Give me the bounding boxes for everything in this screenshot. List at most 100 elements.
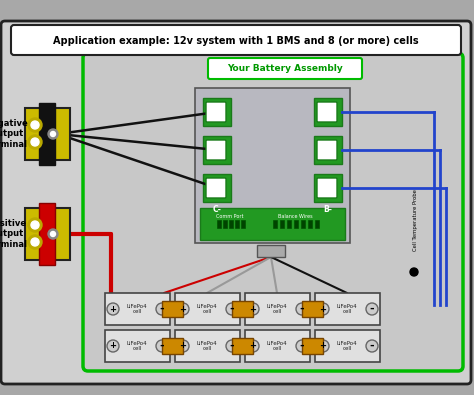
Bar [203, 174, 231, 202]
Text: -: - [160, 341, 164, 351]
Bar [105, 330, 170, 362]
Text: +: + [109, 342, 117, 350]
Text: -: - [230, 341, 234, 351]
Text: -: - [300, 304, 304, 314]
Circle shape [177, 340, 189, 352]
Text: -: - [370, 304, 374, 314]
Bar [301, 220, 305, 228]
FancyBboxPatch shape [11, 25, 461, 55]
Bar [302, 338, 323, 354]
Circle shape [247, 303, 259, 315]
Bar [162, 301, 183, 317]
Bar [315, 293, 380, 325]
Text: LiFePo4
cell: LiFePo4 cell [337, 304, 357, 314]
Circle shape [366, 303, 378, 315]
Text: Balance Wires: Balance Wires [278, 214, 312, 218]
Bar [241, 220, 245, 228]
Text: Cell Temperature Probe: Cell Temperature Probe [413, 189, 419, 251]
Circle shape [226, 340, 238, 352]
Text: LiFePo4
cell: LiFePo4 cell [337, 340, 357, 352]
Text: LiFePo4
cell: LiFePo4 cell [267, 340, 287, 352]
Bar [105, 293, 170, 325]
Circle shape [317, 340, 329, 352]
Bar [162, 338, 183, 354]
Text: LiFePo4
cell: LiFePo4 cell [267, 304, 287, 314]
Circle shape [296, 340, 308, 352]
Text: Comm Port: Comm Port [216, 214, 244, 218]
Text: Positive
Output
Terminal: Positive Output Terminal [0, 219, 27, 249]
Bar [39, 103, 55, 165]
Text: LiFePo4
cell: LiFePo4 cell [197, 304, 217, 314]
Text: -: - [230, 304, 234, 314]
Text: +: + [319, 342, 327, 350]
Bar [315, 220, 319, 228]
Circle shape [48, 129, 58, 139]
Bar [245, 293, 310, 325]
Text: +: + [180, 342, 186, 350]
Bar [25, 208, 70, 260]
Text: LiFePo4
cell: LiFePo4 cell [197, 340, 217, 352]
Circle shape [51, 132, 55, 137]
Bar [217, 220, 221, 228]
Bar [200, 208, 345, 240]
Bar [287, 220, 291, 228]
Text: LiFePo4
cell: LiFePo4 cell [127, 340, 147, 352]
Circle shape [247, 340, 259, 352]
Bar [308, 220, 312, 228]
Circle shape [296, 303, 308, 315]
Bar [273, 220, 277, 228]
FancyBboxPatch shape [206, 140, 226, 160]
Circle shape [317, 303, 329, 315]
Bar [175, 293, 240, 325]
Bar [203, 98, 231, 126]
Text: B-: B- [324, 205, 332, 214]
Bar [245, 330, 310, 362]
Circle shape [156, 303, 168, 315]
Text: +: + [180, 305, 186, 314]
Bar [232, 338, 253, 354]
FancyBboxPatch shape [206, 178, 226, 198]
Bar [229, 220, 233, 228]
Circle shape [107, 340, 119, 352]
Circle shape [28, 118, 42, 132]
Circle shape [31, 221, 39, 229]
Circle shape [31, 238, 39, 246]
Text: -: - [370, 341, 374, 351]
Bar [294, 220, 298, 228]
Circle shape [177, 303, 189, 315]
Circle shape [156, 340, 168, 352]
Circle shape [366, 340, 378, 352]
Bar [175, 330, 240, 362]
Text: Negative
Output
Terminal: Negative Output Terminal [0, 119, 28, 149]
Bar [314, 136, 342, 164]
Text: +: + [249, 342, 256, 350]
Bar [195, 88, 350, 243]
Bar [39, 203, 55, 265]
Circle shape [28, 135, 42, 149]
Bar [314, 98, 342, 126]
Circle shape [31, 121, 39, 129]
Bar [280, 220, 284, 228]
Text: C-: C- [212, 205, 221, 214]
Bar [315, 330, 380, 362]
Text: -: - [300, 341, 304, 351]
Bar [257, 245, 285, 257]
FancyBboxPatch shape [208, 58, 362, 79]
FancyBboxPatch shape [206, 102, 226, 122]
Text: -: - [160, 304, 164, 314]
Circle shape [226, 303, 238, 315]
Bar [235, 220, 239, 228]
Circle shape [107, 303, 119, 315]
Bar [232, 301, 253, 317]
Circle shape [28, 218, 42, 232]
Bar [314, 174, 342, 202]
Circle shape [410, 268, 418, 276]
Text: LiFePo4
cell: LiFePo4 cell [127, 304, 147, 314]
FancyBboxPatch shape [83, 53, 463, 371]
Text: Application example: 12v system with 1 BMS and 8 (or more) cells: Application example: 12v system with 1 B… [53, 36, 419, 46]
FancyBboxPatch shape [1, 21, 471, 384]
Circle shape [28, 235, 42, 249]
Bar [302, 301, 323, 317]
Circle shape [51, 231, 55, 237]
Circle shape [48, 229, 58, 239]
